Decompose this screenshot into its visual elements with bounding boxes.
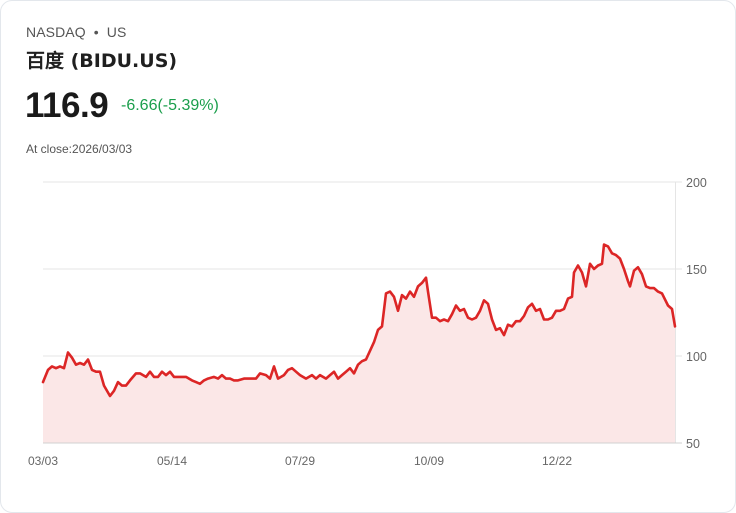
x-tick-label: 05/14	[157, 454, 187, 468]
y-tick-label: 200	[686, 176, 707, 190]
exchange-line: NASDAQ • US	[26, 24, 126, 40]
x-tick-label: 03/03	[28, 454, 58, 468]
x-tick-label: 10/09	[414, 454, 444, 468]
x-axis-labels: 03/03 05/14 07/29 10/09 12/22	[28, 454, 572, 468]
exchange-name: NASDAQ	[26, 24, 86, 40]
y-tick-label: 50	[686, 437, 700, 451]
price-change: -6.66(-5.39%)	[121, 97, 219, 114]
separator-dot: •	[93, 24, 99, 40]
price-area-fill	[43, 244, 675, 443]
y-tick-label: 100	[686, 350, 707, 364]
close-timestamp: At close:2026/03/03	[26, 142, 133, 156]
x-tick-label: 12/22	[542, 454, 572, 468]
market-name: US	[106, 24, 127, 40]
stock-title: 百度 (BIDU.US)	[26, 50, 178, 72]
current-price: 116.9	[25, 86, 109, 125]
x-tick-label: 07/29	[285, 454, 315, 468]
price-line	[41, 243, 677, 398]
y-tick-label: 150	[686, 263, 707, 277]
y-axis-labels: 200 150 100 50	[686, 176, 707, 451]
